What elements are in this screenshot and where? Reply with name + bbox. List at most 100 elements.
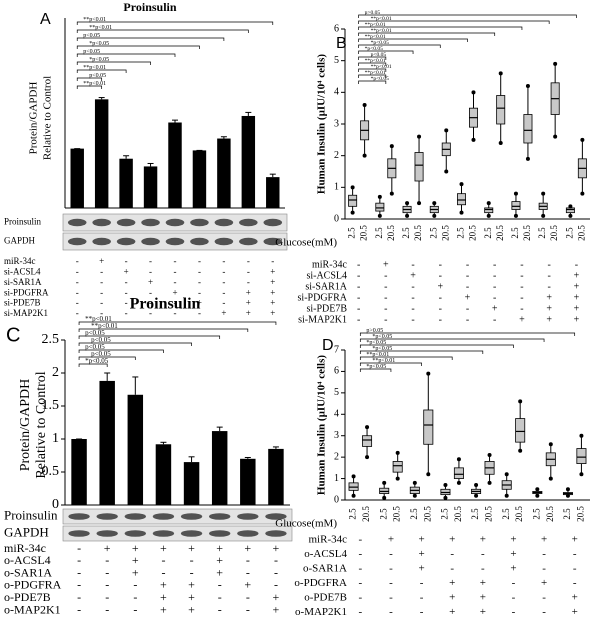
condition-sign: - [358,563,362,575]
whisker-min [486,213,491,218]
whisker-min [580,191,585,196]
significance-bracket [78,321,277,325]
condition-sign: + [510,563,516,575]
condition-sign: + [480,534,486,546]
whisker-min [565,493,570,498]
y-axis-label: Relative to Control [42,76,54,160]
condition-sign: - [420,606,424,618]
significance-bracket [358,32,496,36]
condition-sign: + [546,292,552,303]
blot-band [67,237,87,246]
condition-sign: - [198,308,201,318]
significance-bracket [359,362,422,366]
significance-bracket [78,335,221,339]
condition-sign: - [481,563,485,575]
condition-sign: - [420,592,424,604]
blot-label: Proinsulin [4,217,42,227]
condition-sign: + [270,308,275,318]
whisker-max [498,71,503,76]
condition-sign: + [273,541,280,555]
whisker-min [459,210,464,215]
condition-sign: - [190,553,194,567]
condition-sign: + [221,308,226,318]
whisker-max [535,487,540,492]
whisker-min [487,480,492,485]
whisker-min [426,472,431,477]
condition-sign: + [124,266,129,276]
condition-sign: - [105,602,109,616]
condition-sign: + [546,303,552,314]
condition-sign: + [270,287,275,297]
box [576,448,587,464]
significance-label: p>0.05 [366,328,383,334]
condition-sign: - [389,548,393,560]
x-tick-label: 20.5 [549,225,559,241]
blot-band [152,513,175,520]
condition-label: si-SAR1A [4,277,42,287]
condition-sign: - [247,256,250,266]
condition-sign: - [450,548,454,560]
whisker-min [456,480,461,485]
condition-sign: + [244,578,251,592]
box [348,194,358,207]
condition-sign: - [357,270,360,281]
whisker-max [525,84,530,88]
y-tick-label: 2 [52,365,59,380]
condition-sign: - [218,590,222,604]
condition-sign: - [384,281,387,292]
x-tick-label: 20.5 [440,225,450,241]
y-tick-label: 5 [334,55,339,66]
significance-label: **p<0.01 [372,358,395,364]
condition-sign: - [542,563,546,575]
x-tick-label: 2.5 [409,508,419,520]
condition-sign: - [174,277,177,287]
bar [119,158,133,208]
significance-label: *p<0.05 [85,357,109,365]
condition-sign: - [411,292,414,303]
box [392,461,403,473]
condition-sign: - [493,292,496,303]
blot-band [92,218,111,227]
whisker-max [405,201,410,206]
condition-label: o-ACSL4 [4,553,51,567]
blot-band [214,218,234,227]
significance-label: *p<0.05 [372,334,392,340]
significance-bracket [359,368,392,372]
significance-bracket [358,56,387,60]
condition-sign: + [132,565,139,579]
bar [70,148,84,208]
condition-sign: - [198,277,201,287]
y-axis-label: Protein/GAPDH [28,82,40,155]
condition-label: si-PDE7B [4,298,41,308]
blot-band [265,513,287,520]
condition-sign: - [520,303,523,314]
significance-label: p<0.05 [91,336,111,344]
condition-sign: + [418,563,424,575]
blot-label: Proinsulin [4,507,58,522]
significance-bracket [78,356,136,360]
blot-band [124,513,146,520]
whisker-min [389,191,394,196]
y-tick-label: 0 [52,497,59,512]
x-tick-label: 2.5 [378,508,388,520]
significance-label: **p<0.01 [371,28,392,34]
significance-label: *p<0.05 [371,76,389,82]
whisker-min [365,455,370,460]
whisker-min [553,134,558,139]
condition-sign: - [105,565,109,579]
bar [240,458,256,505]
whisker-min [474,493,479,498]
significance-bracket [359,332,576,336]
y-tick-label: 1 [334,182,339,193]
significance-label: **p<0.01 [89,25,112,31]
condition-sign: + [160,590,167,604]
whisker-min [504,493,509,498]
condition-sign: - [520,292,523,303]
condition-sign: - [190,565,194,579]
condition-sign: - [357,281,360,292]
condition-sign: + [541,577,547,589]
condition-sign: - [389,577,393,589]
x-tick-label: 20.5 [484,506,494,522]
blot-band [209,530,231,537]
significance-bracket [76,53,176,57]
